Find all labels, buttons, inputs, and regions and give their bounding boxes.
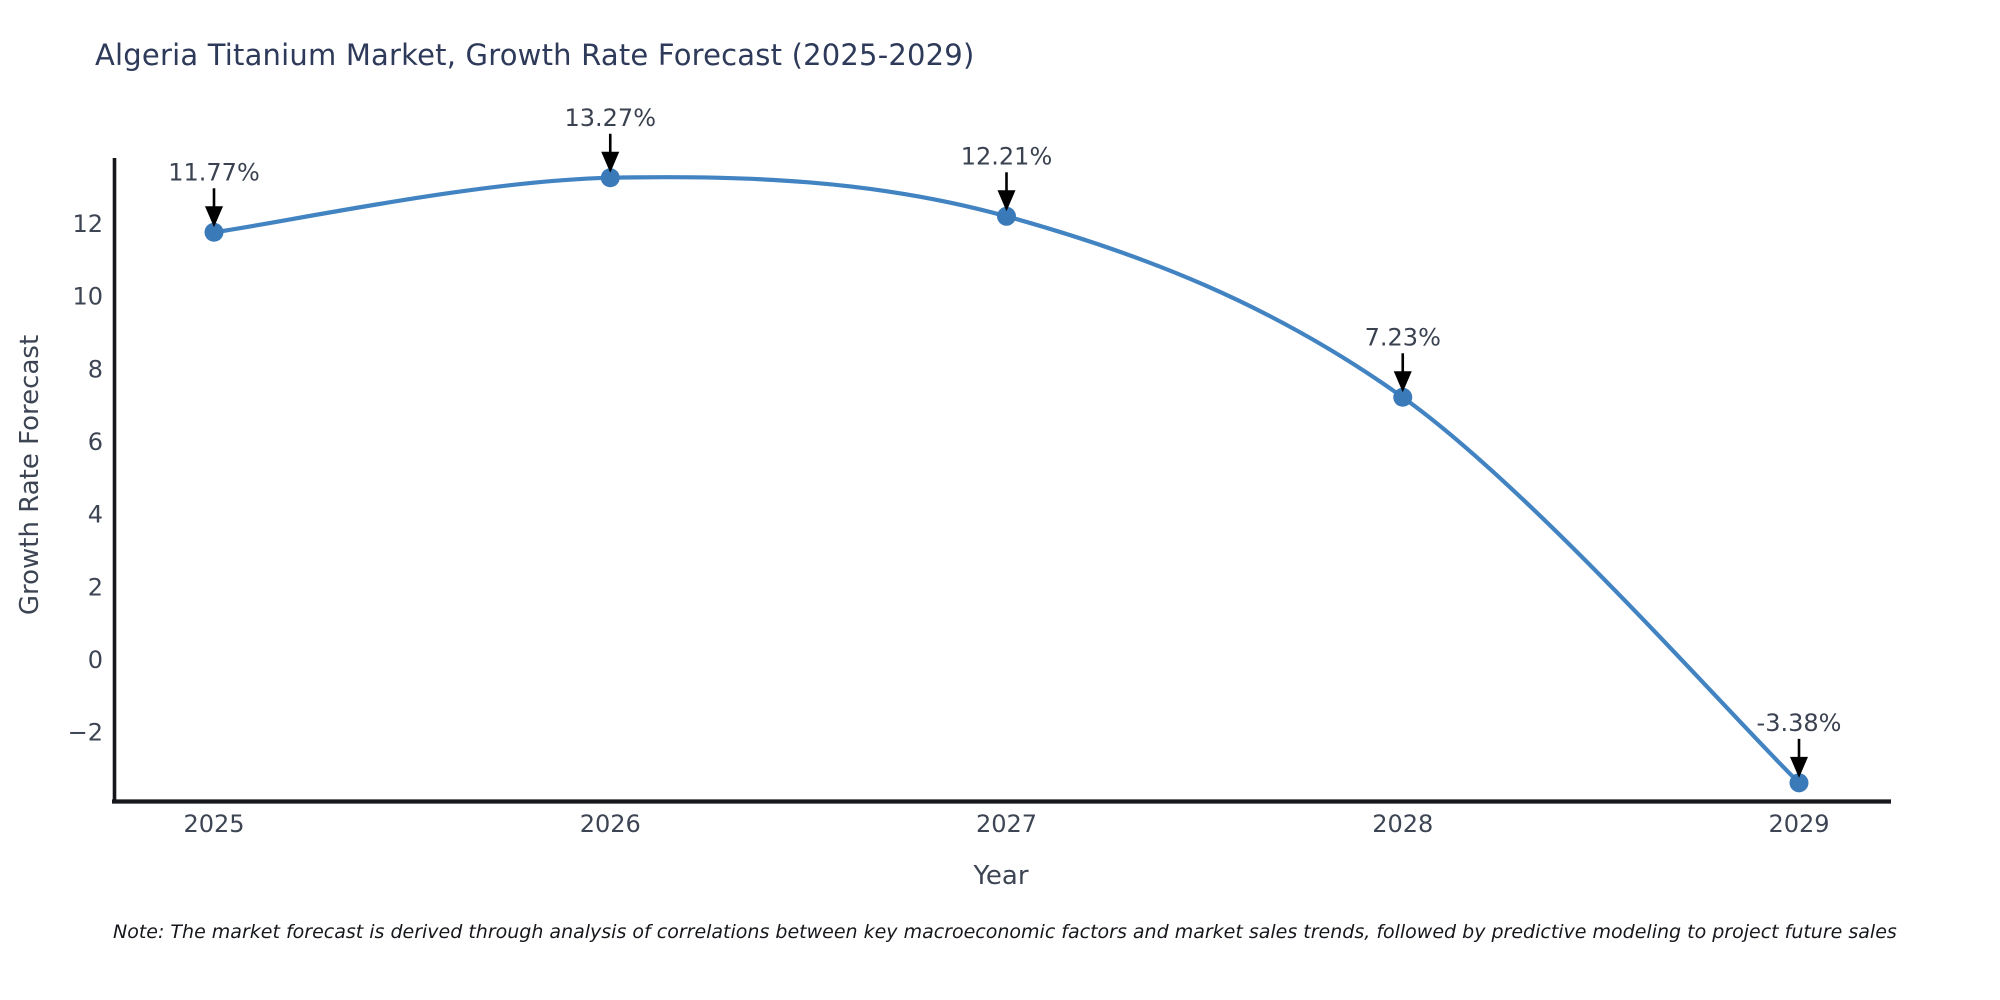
- annotation-arrowhead: [205, 206, 223, 228]
- data-point-2029: [1789, 773, 1809, 793]
- x-tick-label-2025: 2025: [183, 810, 244, 838]
- x-tick-label-2026: 2026: [580, 810, 641, 838]
- y-tick-label-10: 10: [72, 283, 103, 311]
- point-annotation-2028: 7.23%: [1365, 323, 1441, 351]
- annotation-arrowhead: [1393, 371, 1412, 393]
- point-annotation-2027: 12.21%: [961, 142, 1053, 170]
- annotation-arrowhead: [1790, 756, 1808, 778]
- data-point-2028: [1393, 387, 1413, 407]
- point-annotation-2025: 11.77%: [168, 158, 260, 186]
- y-tick-label-12: 12: [72, 210, 103, 238]
- data-point-2025: [204, 222, 224, 242]
- chart-title: Algeria Titanium Market, Growth Rate For…: [95, 38, 975, 72]
- y-tick-label-4: 4: [88, 501, 103, 529]
- y-tick-label-−2: −2: [68, 719, 103, 747]
- x-tick-label-2027: 2027: [976, 810, 1037, 838]
- point-annotation-2029: -3.38%: [1757, 709, 1842, 737]
- forecast-line: [211, 175, 1802, 785]
- y-tick-label-2: 2: [88, 573, 103, 601]
- y-tick-label-0: 0: [88, 646, 103, 674]
- annotation-arrowhead: [601, 151, 620, 173]
- annotation-arrowhead: [997, 190, 1016, 212]
- x-tick-label-2028: 2028: [1372, 810, 1433, 838]
- data-point-2026: [600, 168, 620, 188]
- x-axis-title: Year: [973, 861, 1029, 891]
- y-tick-label-6: 6: [88, 428, 103, 456]
- x-tick-label-2029: 2029: [1768, 810, 1829, 838]
- y-tick-label-8: 8: [88, 355, 103, 383]
- footnote: Note: The market forecast is derived thr…: [113, 921, 1897, 943]
- data-point-2027: [997, 206, 1016, 226]
- point-annotation-2026: 13.27%: [564, 104, 656, 132]
